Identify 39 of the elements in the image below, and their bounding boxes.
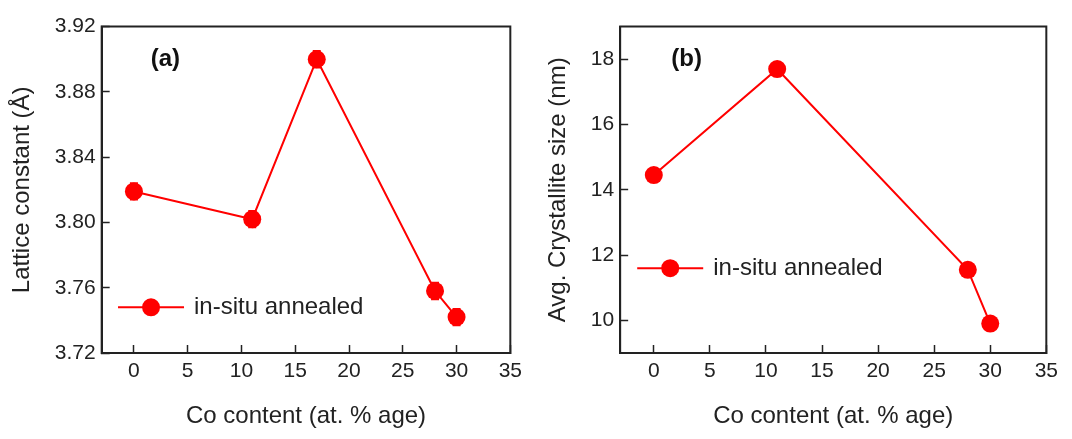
y-tick-label: 18 <box>590 46 615 70</box>
y-tick-label: 3.80 <box>54 209 96 233</box>
legend-label: in-situ annealed <box>713 252 883 280</box>
annotation: (a) <box>150 43 181 71</box>
x-tick-label: 30 <box>978 358 1002 382</box>
y-tick-label: 14 <box>590 176 615 200</box>
point <box>958 260 977 279</box>
x-tick-label: 10 <box>229 358 254 382</box>
y-tick-label: 10 <box>590 307 615 331</box>
x-tick-label: 10 <box>754 358 778 382</box>
y-tick-label: 12 <box>590 241 615 265</box>
x-tick-label: 35 <box>498 358 522 382</box>
x-tick-label: 15 <box>810 358 834 382</box>
y-axis-title: Avg. Crystallite size (nm) <box>543 57 571 323</box>
x-tick-label: 15 <box>283 358 307 382</box>
y-tick-label: 3.88 <box>54 78 96 102</box>
x-tick-label: 20 <box>866 358 890 382</box>
x-axis-title: Co content (at. % age) <box>185 401 427 429</box>
x-tick-label: 0 <box>128 358 140 382</box>
x-tick-label: 0 <box>647 358 660 382</box>
y-tick-label: 3.84 <box>54 143 96 167</box>
y-tick-label: 16 <box>590 111 615 135</box>
y-axis-title: Lattice constant (Å) <box>7 86 35 294</box>
y-tick-label: 3.76 <box>54 274 96 298</box>
point <box>981 314 1000 333</box>
point <box>644 166 663 185</box>
x-tick-label: 5 <box>181 358 194 382</box>
annotation: (b) <box>671 43 702 71</box>
x-tick-label: 20 <box>337 358 361 382</box>
legend-label: in-situ annealed <box>194 291 364 319</box>
x-tick-label: 25 <box>391 358 415 382</box>
y-tick-label: 3.72 <box>54 339 96 363</box>
x-tick-label: 5 <box>704 358 716 382</box>
x-tick-label: 25 <box>922 358 946 382</box>
x-axis-title: Co content (at. % age) <box>713 401 954 429</box>
point <box>768 60 787 79</box>
y-tick-label: 3.92 <box>54 13 96 37</box>
x-tick-label: 35 <box>1034 358 1058 382</box>
x-tick-label: 30 <box>444 358 469 382</box>
